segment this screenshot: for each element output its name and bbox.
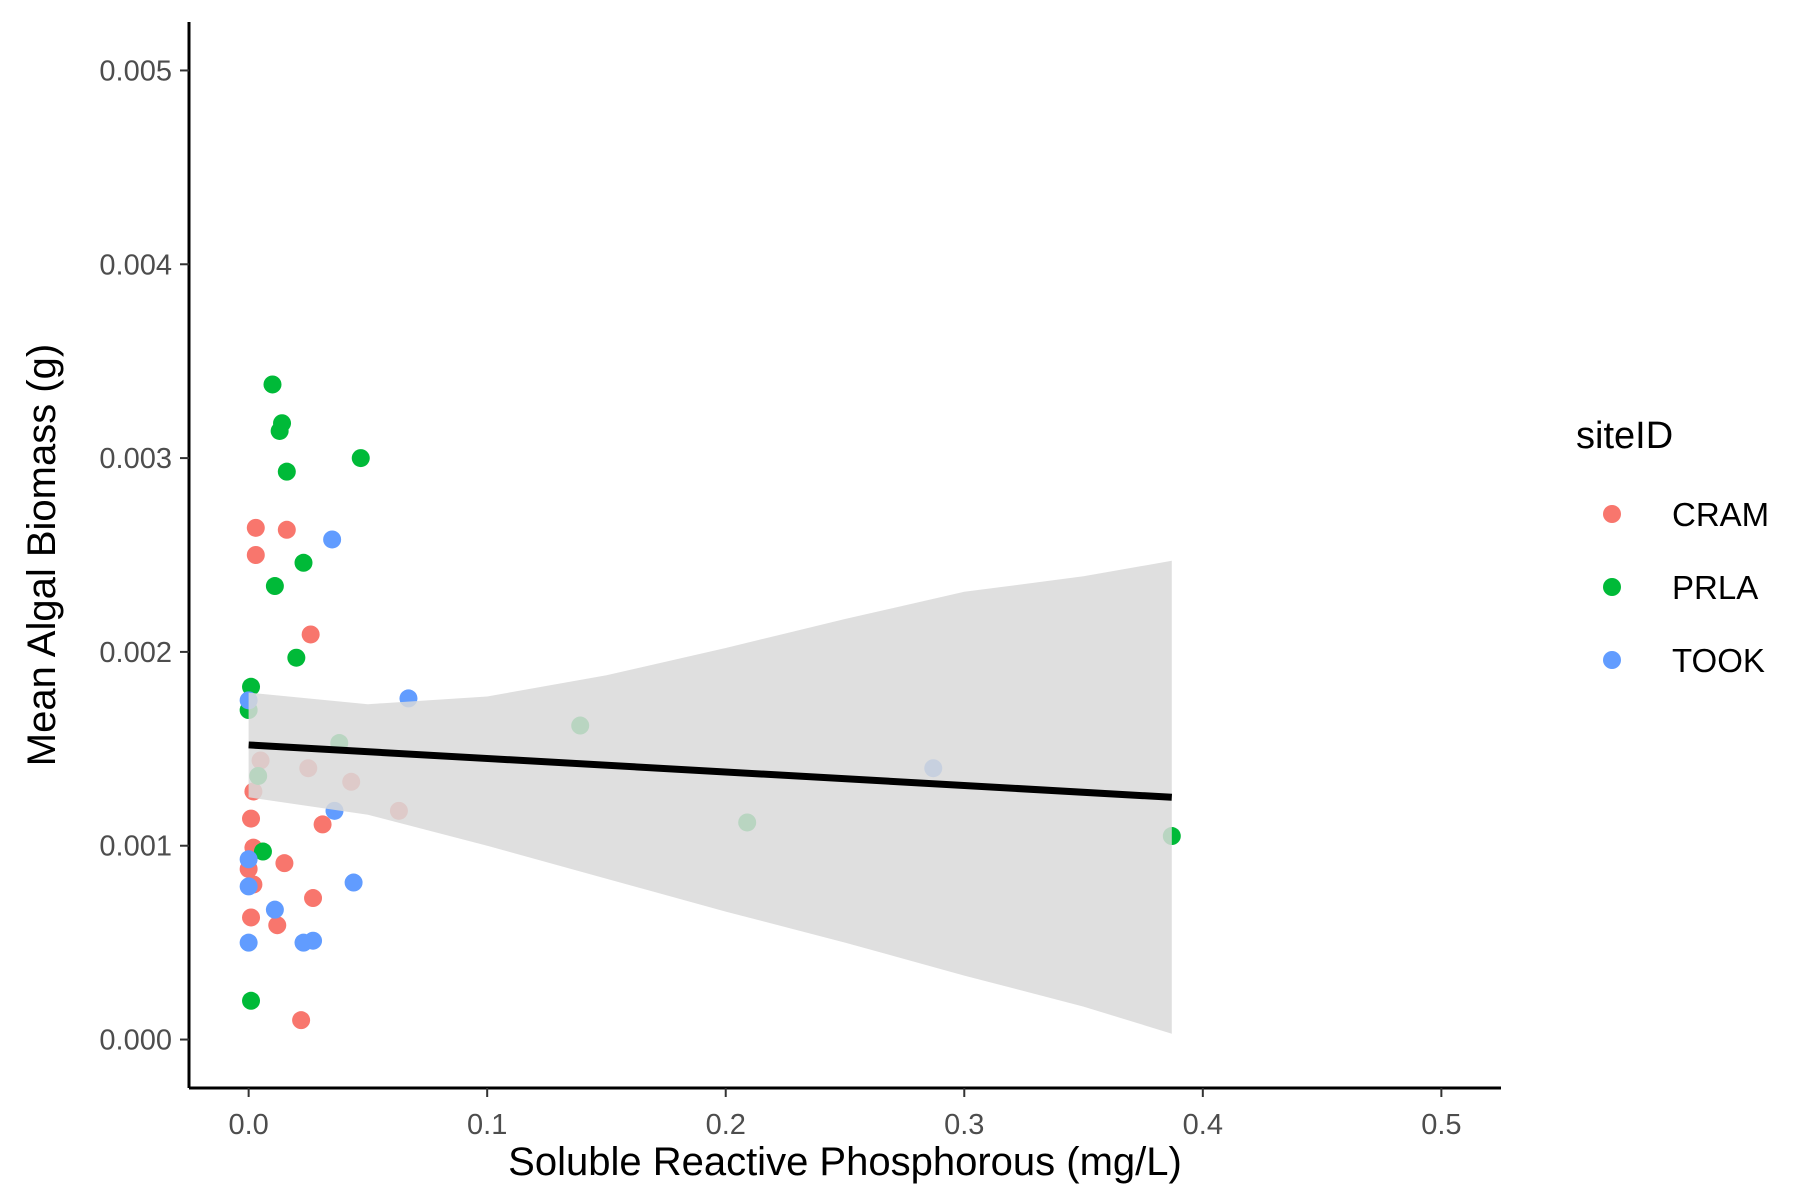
- legend-title: siteID: [1576, 415, 1673, 457]
- data-point-cram: [268, 916, 287, 935]
- data-point-took: [344, 873, 363, 892]
- data-point-cram: [292, 1011, 311, 1030]
- x-tick-label: 0.2: [706, 1109, 746, 1141]
- data-point-took: [323, 530, 342, 549]
- legend-key-prla: [1603, 578, 1621, 596]
- data-point-prla: [263, 375, 282, 394]
- legend-key-cram: [1603, 505, 1621, 523]
- data-point-took: [265, 900, 284, 919]
- data-point-cram: [275, 854, 294, 873]
- data-point-cram: [304, 889, 323, 908]
- data-point-prla: [242, 991, 261, 1010]
- y-tick-label: 0.002: [99, 637, 172, 669]
- y-tick-label: 0.001: [99, 831, 172, 863]
- data-point-prla: [242, 677, 261, 696]
- legend-key-took: [1603, 651, 1621, 669]
- y-axis-title: Mean Algal Biomass (g): [20, 344, 64, 766]
- axes: [187, 22, 1501, 1090]
- data-point-took: [239, 877, 258, 896]
- x-tick-label: 0.0: [228, 1109, 268, 1141]
- legend-label-prla: PRLA: [1672, 569, 1758, 606]
- data-point-prla: [265, 577, 284, 596]
- ticks: 0.0 0.1 0.2 0.3 0.4 0.5 0.000 0.001 0.002 0.003 0.…: [99, 55, 1461, 1141]
- data-point-cram: [301, 625, 320, 644]
- data-point-cram: [242, 908, 261, 927]
- data-point-prla: [270, 421, 289, 440]
- data-point-prla: [277, 462, 296, 481]
- x-tick-label: 0.4: [1183, 1109, 1223, 1141]
- x-tick-label: 0.5: [1421, 1109, 1461, 1141]
- x-tick-label: 0.1: [467, 1109, 507, 1141]
- plot-area: [239, 375, 1181, 1034]
- y-tick-label: 0.000: [99, 1025, 172, 1057]
- data-point-prla: [351, 449, 370, 468]
- y-tick-label: 0.003: [99, 443, 172, 475]
- y-tick-label: 0.005: [99, 55, 172, 87]
- legend: siteID CRAM PRLA TOOK: [1576, 415, 1769, 679]
- data-point-cram: [246, 546, 265, 564]
- data-point-took: [239, 850, 258, 869]
- x-axis-title: Soluble Reactive Phosphorous (mg/L): [508, 1140, 1182, 1184]
- legend-label-cram: CRAM: [1672, 496, 1769, 533]
- y-tick-label: 0.004: [99, 249, 172, 281]
- data-point-cram: [242, 809, 261, 828]
- data-point-cram: [277, 520, 296, 539]
- data-point-prla: [253, 842, 272, 861]
- legend-label-took: TOOK: [1672, 642, 1765, 679]
- data-point-took: [239, 933, 258, 952]
- data-point-took: [294, 933, 313, 952]
- data-point-cram: [246, 518, 265, 537]
- data-point-prla: [294, 553, 313, 572]
- data-point-cram: [313, 815, 332, 834]
- x-tick-label: 0.3: [944, 1109, 984, 1141]
- data-point-prla: [287, 648, 306, 667]
- confidence-band: [248, 560, 1172, 1034]
- regression-line: [248, 741, 1173, 801]
